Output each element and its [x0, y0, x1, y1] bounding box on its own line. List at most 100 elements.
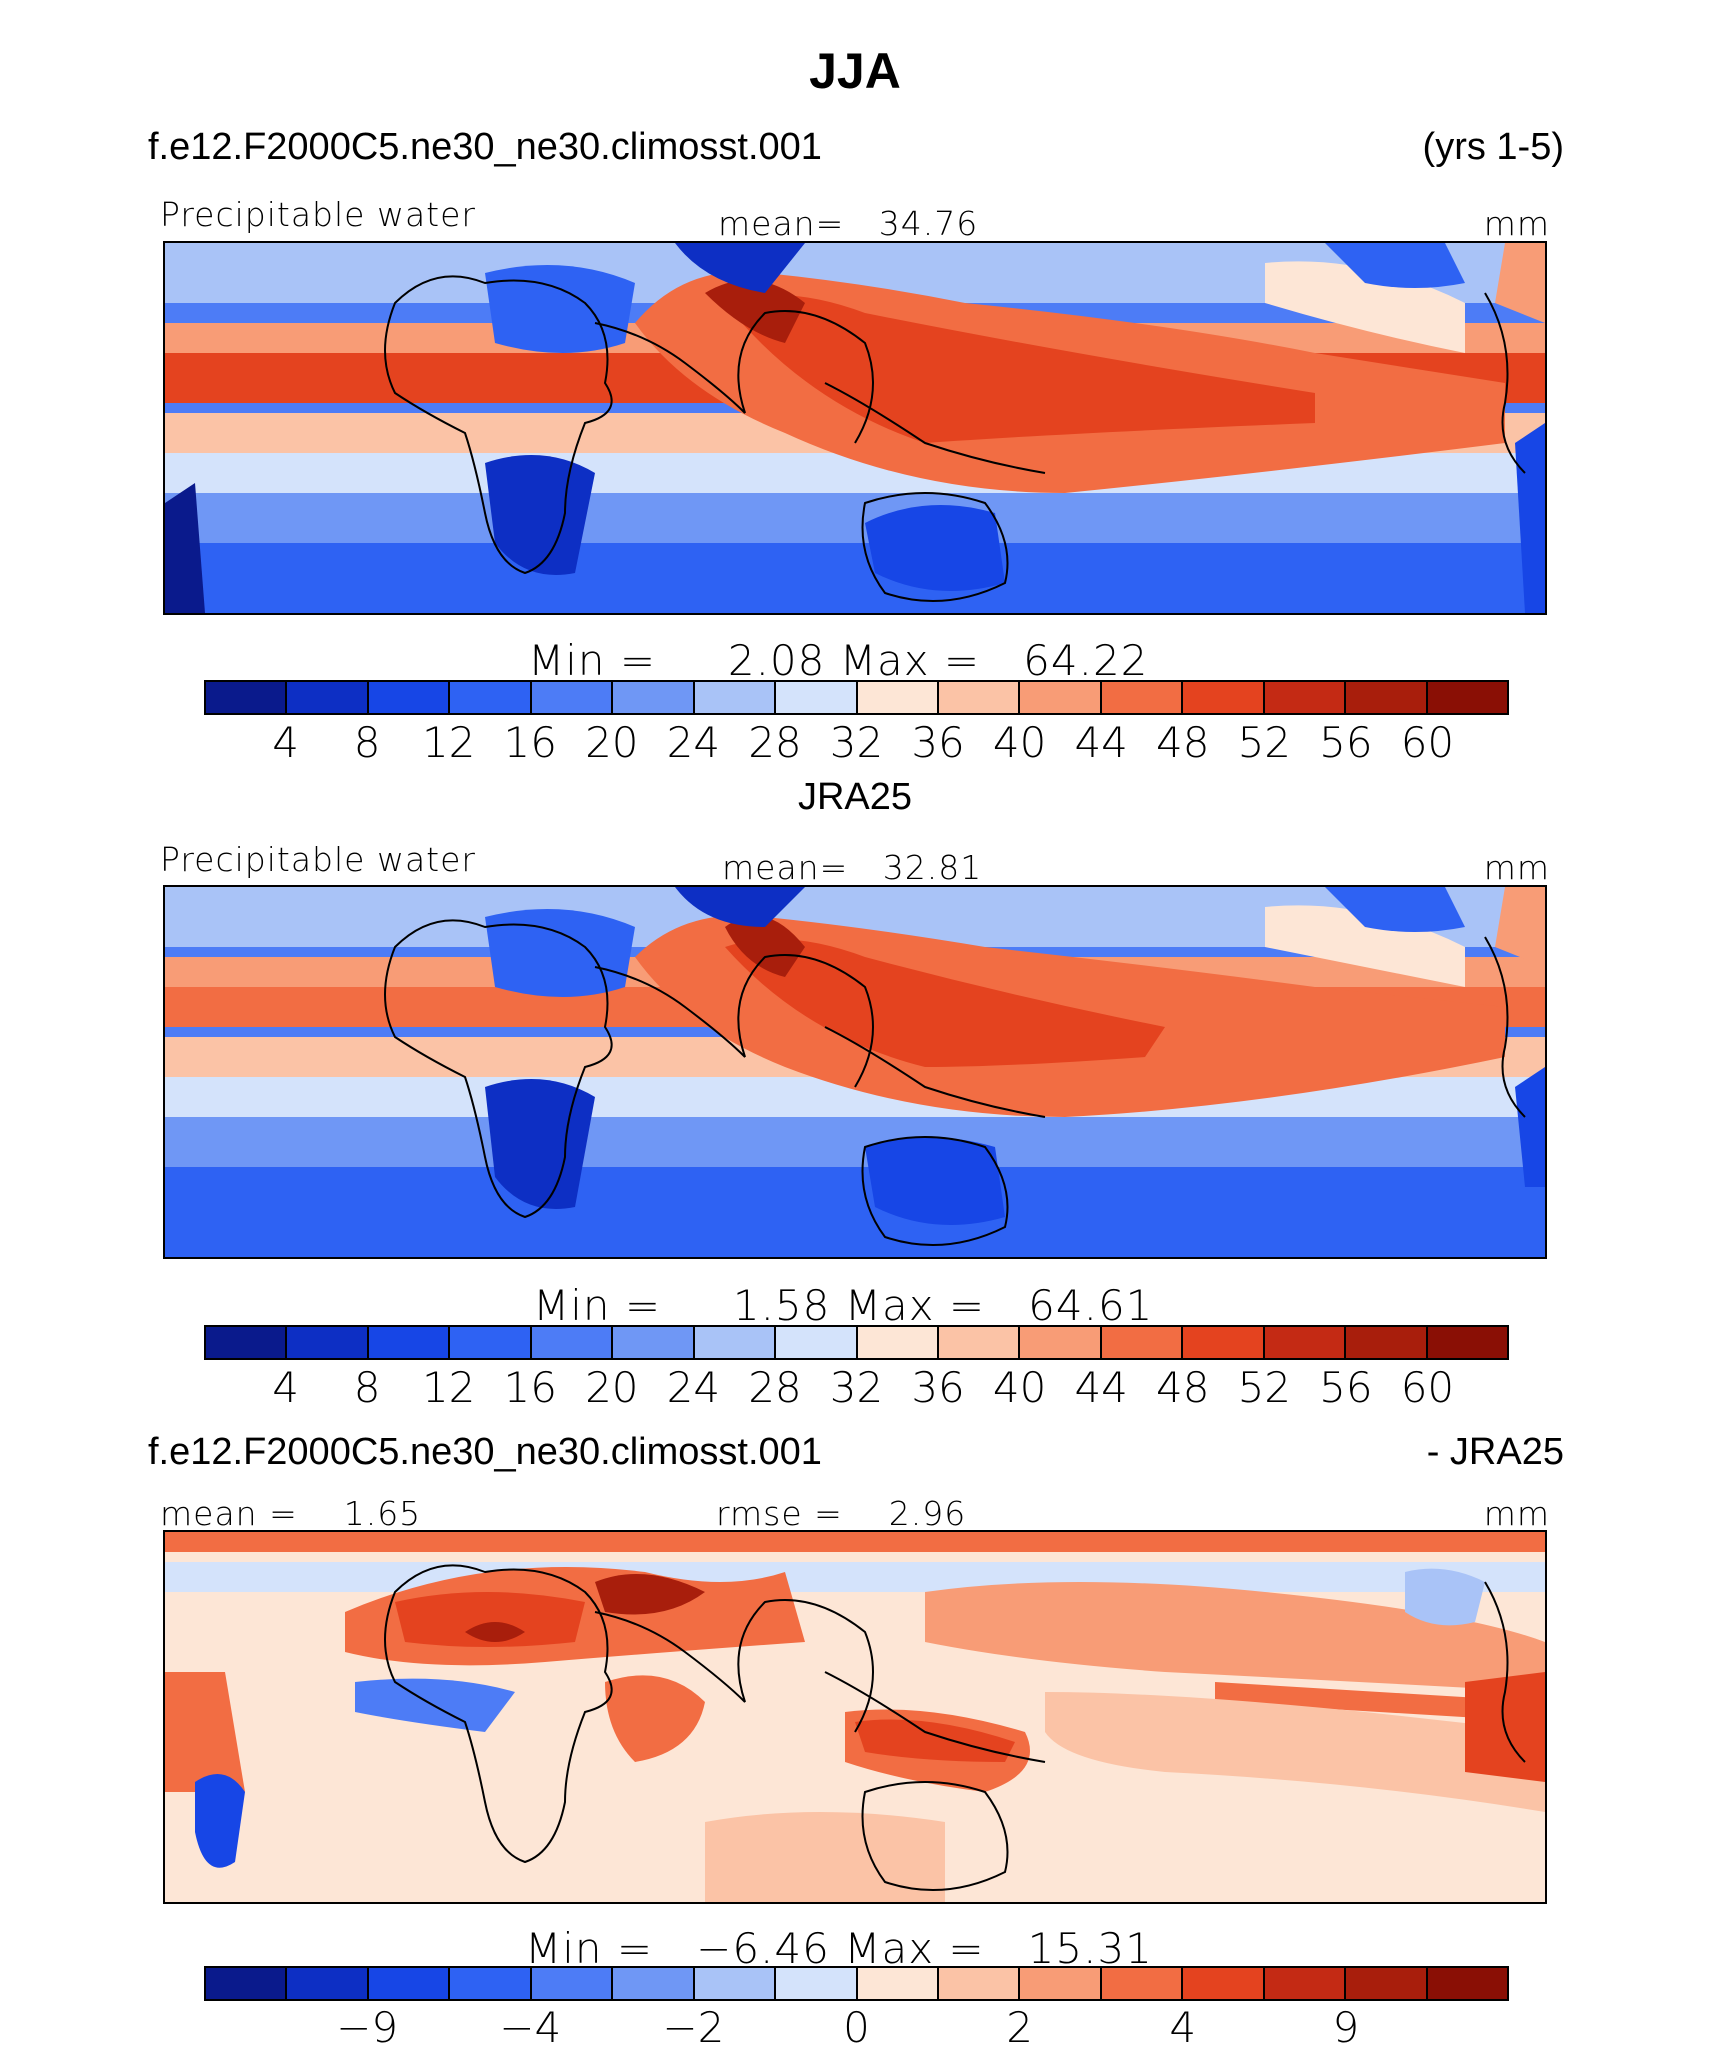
colorbar-tick-label: 48	[1156, 718, 1210, 767]
colorbar-tick-label: −9	[336, 2003, 399, 2052]
colorbar-tick-label: 4	[272, 1363, 299, 1412]
colorbar-swatch	[1264, 1968, 1347, 1999]
colorbar-swatch	[1346, 1968, 1428, 1999]
colorbar-tick-label: −4	[499, 2003, 562, 2052]
colorbar-swatch	[1101, 1327, 1184, 1358]
colorbar-swatch	[1101, 682, 1184, 713]
colorbar-swatch	[531, 1968, 614, 1999]
colorbar-tick-label: 28	[748, 718, 802, 767]
variable-label: Precipitable water	[160, 840, 476, 879]
colorbar-tick-label: 16	[503, 1363, 557, 1412]
colorbar-tick-label: 40	[992, 718, 1047, 767]
colorbar-swatch	[1264, 682, 1347, 713]
colorbar-swatch	[1183, 1327, 1265, 1358]
map-diff	[163, 1530, 1547, 1904]
variable-label: Precipitable water	[160, 195, 476, 234]
mean-label: mean= 32.81	[722, 848, 983, 887]
colorbar-swatch	[1427, 1968, 1507, 1999]
colorbar-tick-label: 8	[353, 1363, 381, 1412]
case-name: f.e12.F2000C5.ne30_ne30.climosst.001	[148, 126, 822, 168]
colorbar-swatch	[206, 1327, 288, 1358]
colorbar-swatch	[776, 1968, 858, 1999]
colorbar-swatch	[857, 682, 939, 713]
colorbar-tick-label: 20	[585, 718, 639, 767]
colorbar-swatch	[613, 1327, 695, 1358]
colorbar-tick-label: 9	[1332, 2003, 1360, 2052]
colorbar-swatch	[1183, 1968, 1265, 1999]
colorbar-swatch	[613, 682, 695, 713]
colorbar-tick-label: 56	[1319, 1363, 1373, 1412]
page-title: JJA	[809, 43, 901, 99]
colorbar-tick-label: 24	[666, 718, 721, 767]
colorbar-swatch	[1020, 1968, 1102, 1999]
colorbar-diff	[204, 1966, 1509, 2001]
colorbar-tick-label: 32	[829, 1363, 884, 1412]
colorbar-tick-label: 44	[1074, 718, 1128, 767]
colorbar-tick-label: 4	[272, 718, 299, 767]
colorbar-swatch	[1264, 1327, 1347, 1358]
colorbar-tick-label: 60	[1400, 718, 1455, 767]
colorbar-swatch	[938, 682, 1021, 713]
colorbar-swatch	[1427, 682, 1507, 713]
colorbar-tick-label: 36	[911, 718, 965, 767]
colorbar-swatch	[776, 682, 858, 713]
colorbar-tick-label: 20	[585, 1363, 639, 1412]
colorbar-tick-label: 28	[748, 1363, 802, 1412]
colorbar-swatch	[368, 1327, 451, 1358]
rmse-label: rmse = 2.96	[716, 1494, 967, 1533]
colorbar-swatch	[287, 1968, 369, 1999]
colorbar-tick-label: 32	[829, 718, 884, 767]
diff-suffix: - JRA25	[1426, 1431, 1564, 1473]
colorbar-swatch	[694, 682, 777, 713]
colorbar-swatch	[694, 1968, 777, 1999]
colorbar-swatch	[450, 1327, 532, 1358]
colorbar-swatch	[206, 682, 288, 713]
colorbar-swatch	[1020, 1327, 1102, 1358]
map-obs	[163, 885, 1547, 1259]
colorbar-swatch	[694, 1327, 777, 1358]
colorbar-swatch	[368, 682, 451, 713]
colorbar-swatch	[1020, 682, 1102, 713]
colorbar-swatch	[938, 1327, 1021, 1358]
colorbar-tick-label: 40	[992, 1363, 1047, 1412]
colorbar-swatch	[206, 1968, 288, 1999]
min-max-model: Min = 2.08 Max = 64.22	[528, 636, 1149, 685]
colorbar-tick-label: 2	[1006, 2003, 1033, 2052]
colorbar-swatch	[368, 1968, 451, 1999]
colorbar-obs	[204, 1325, 1509, 1360]
colorbar-tick-label: 24	[666, 1363, 721, 1412]
mean-label: mean= 34.76	[718, 204, 979, 243]
min-max-obs: Min = 1.58 Max = 64.61	[533, 1281, 1154, 1330]
min-max-diff: Min = −6.46 Max = 15.31	[525, 1924, 1153, 1973]
colorbar-swatch	[287, 682, 369, 713]
colorbar-tick-label: 60	[1400, 1363, 1455, 1412]
years-label: (yrs 1-5)	[1422, 126, 1564, 168]
colorbar-model	[204, 680, 1509, 715]
colorbar-tick-label: −2	[662, 2003, 725, 2052]
units-label: mm	[1483, 848, 1550, 887]
colorbar-tick-label: 48	[1156, 1363, 1210, 1412]
colorbar-tick-label: 12	[421, 1363, 476, 1412]
colorbar-swatch	[450, 682, 532, 713]
colorbar-tick-label: 56	[1319, 718, 1373, 767]
colorbar-tick-label: 12	[421, 718, 476, 767]
colorbar-swatch	[776, 1327, 858, 1358]
colorbar-tick-label: 0	[843, 2003, 870, 2052]
map-model	[163, 241, 1547, 615]
colorbar-swatch	[938, 1968, 1021, 1999]
colorbar-swatch	[857, 1327, 939, 1358]
colorbar-swatch	[450, 1968, 532, 1999]
case-name: f.e12.F2000C5.ne30_ne30.climosst.001	[148, 1431, 822, 1473]
colorbar-swatch	[531, 1327, 614, 1358]
mean-label: mean = 1.65	[160, 1494, 422, 1533]
colorbar-tick-label: 8	[353, 718, 381, 767]
units-label: mm	[1483, 204, 1550, 243]
colorbar-swatch	[1427, 1327, 1507, 1358]
units-label: mm	[1483, 1494, 1550, 1533]
colorbar-tick-label: 16	[503, 718, 557, 767]
colorbar-swatch	[1346, 682, 1428, 713]
colorbar-tick-label: 52	[1237, 718, 1292, 767]
colorbar-swatch	[1346, 1327, 1428, 1358]
colorbar-swatch	[613, 1968, 695, 1999]
colorbar-swatch	[857, 1968, 939, 1999]
